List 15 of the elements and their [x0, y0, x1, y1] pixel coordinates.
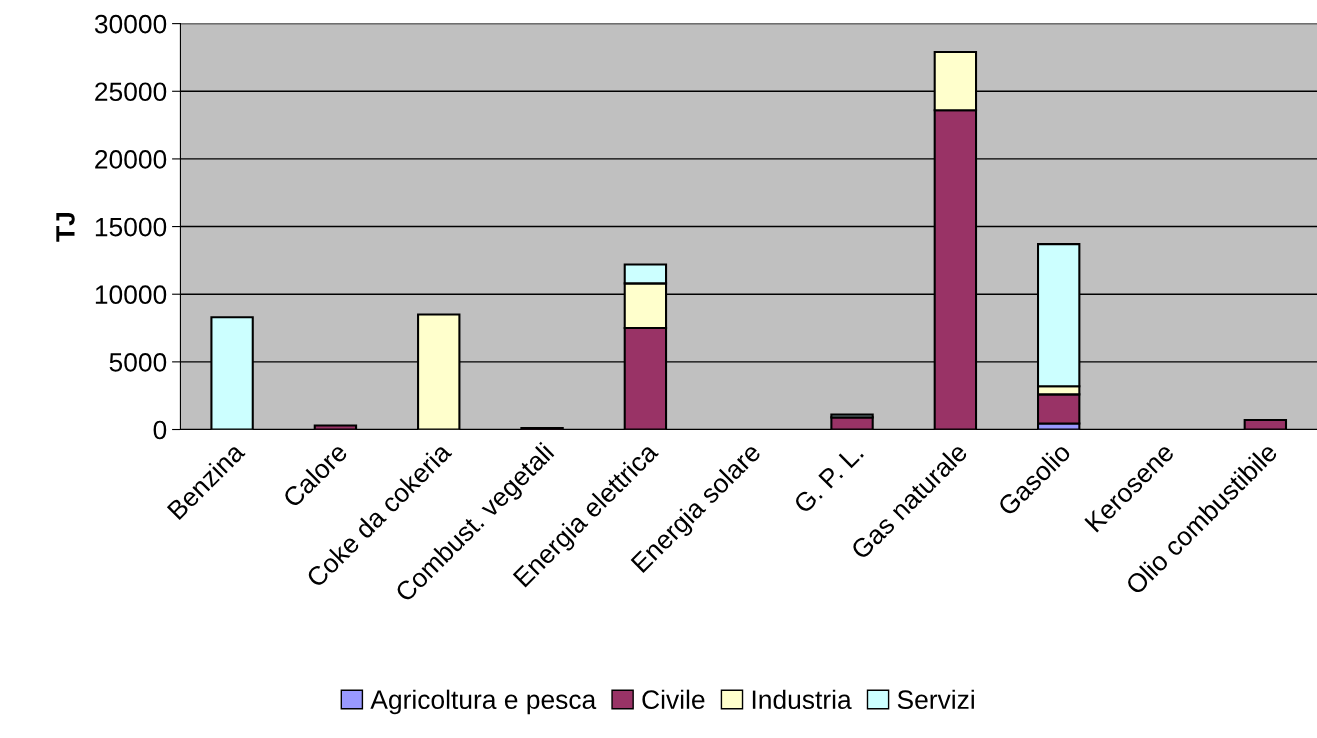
legend-label: Civile [642, 689, 705, 710]
legend-label: Agricoltura e pesca [370, 689, 597, 715]
y-tick-label: 25000 [95, 82, 167, 102]
y-tick-label: 5000 [109, 353, 167, 372]
bar [1243, 419, 1288, 430]
y-tick-label: 20000 [95, 150, 167, 169]
y-axis-title: TJ [56, 212, 75, 242]
legend-label: Servizi [897, 689, 974, 710]
y-tick-label: 15000 [95, 217, 167, 237]
legend-label: Industria [752, 689, 852, 710]
y-tick-label: 0 [153, 420, 167, 440]
x-tick-label: G. P. L. [792, 442, 865, 515]
y-tick-label: 30000 [94, 14, 167, 34]
bar [313, 424, 358, 430]
y-tick-label: 10000 [95, 285, 167, 305]
